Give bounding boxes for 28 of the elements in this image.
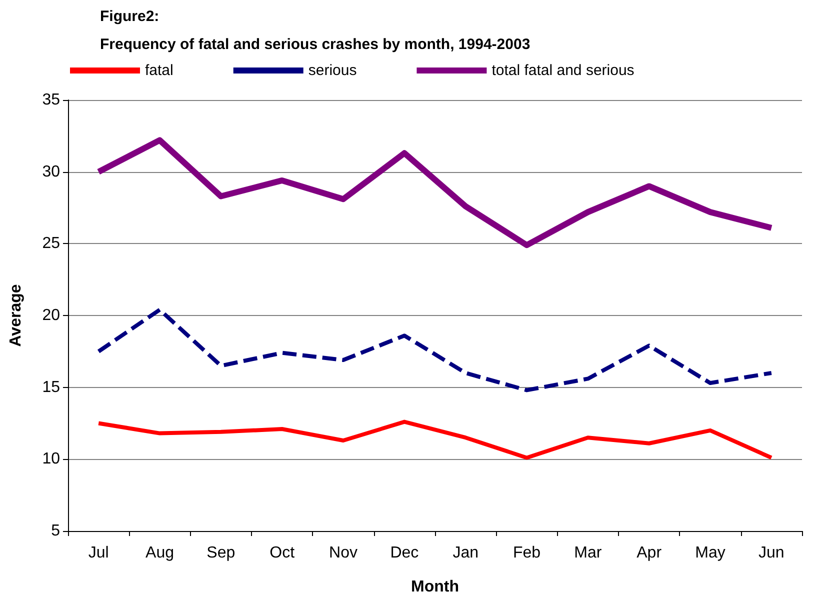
legend-label: serious <box>308 62 357 79</box>
y-tick-label: 25 <box>42 235 60 252</box>
x-tick-label: Apr <box>636 544 662 562</box>
x-tick-label: Dec <box>390 544 419 562</box>
y-tick-label: 30 <box>42 163 60 180</box>
x-tick-label: Mar <box>574 544 602 562</box>
chart-subtitle: Frequency of fatal and serious crashes by month, 1994-2003 <box>100 36 530 53</box>
x-tick-label: Sep <box>206 544 236 562</box>
chart-title: Figure2: <box>100 8 160 25</box>
x-tick-label: Oct <box>270 544 296 562</box>
y-tick-label: 10 <box>42 450 60 468</box>
x-tick-label: Jul <box>88 544 109 562</box>
line-series <box>96 420 774 460</box>
y-tick-label: 20 <box>42 307 60 324</box>
y-tick-label: 5 <box>51 522 60 540</box>
x-tick-label: May <box>695 544 726 562</box>
legend-label: fatal <box>145 62 174 79</box>
y-axis-title: Average <box>8 284 24 347</box>
x-tick-label: Jan <box>452 544 478 562</box>
x-tick-label: Nov <box>329 544 358 562</box>
x-tick-label: Feb <box>512 544 541 562</box>
y-tick-label: 35 <box>42 92 60 108</box>
x-tick-label: Jun <box>758 544 784 562</box>
y-tick-label: 15 <box>42 378 60 396</box>
x-tick-label: Aug <box>146 544 174 562</box>
x-axis-title: Month <box>411 578 459 596</box>
line-series <box>96 308 774 392</box>
legend-label: total fatal and serious <box>492 62 634 79</box>
